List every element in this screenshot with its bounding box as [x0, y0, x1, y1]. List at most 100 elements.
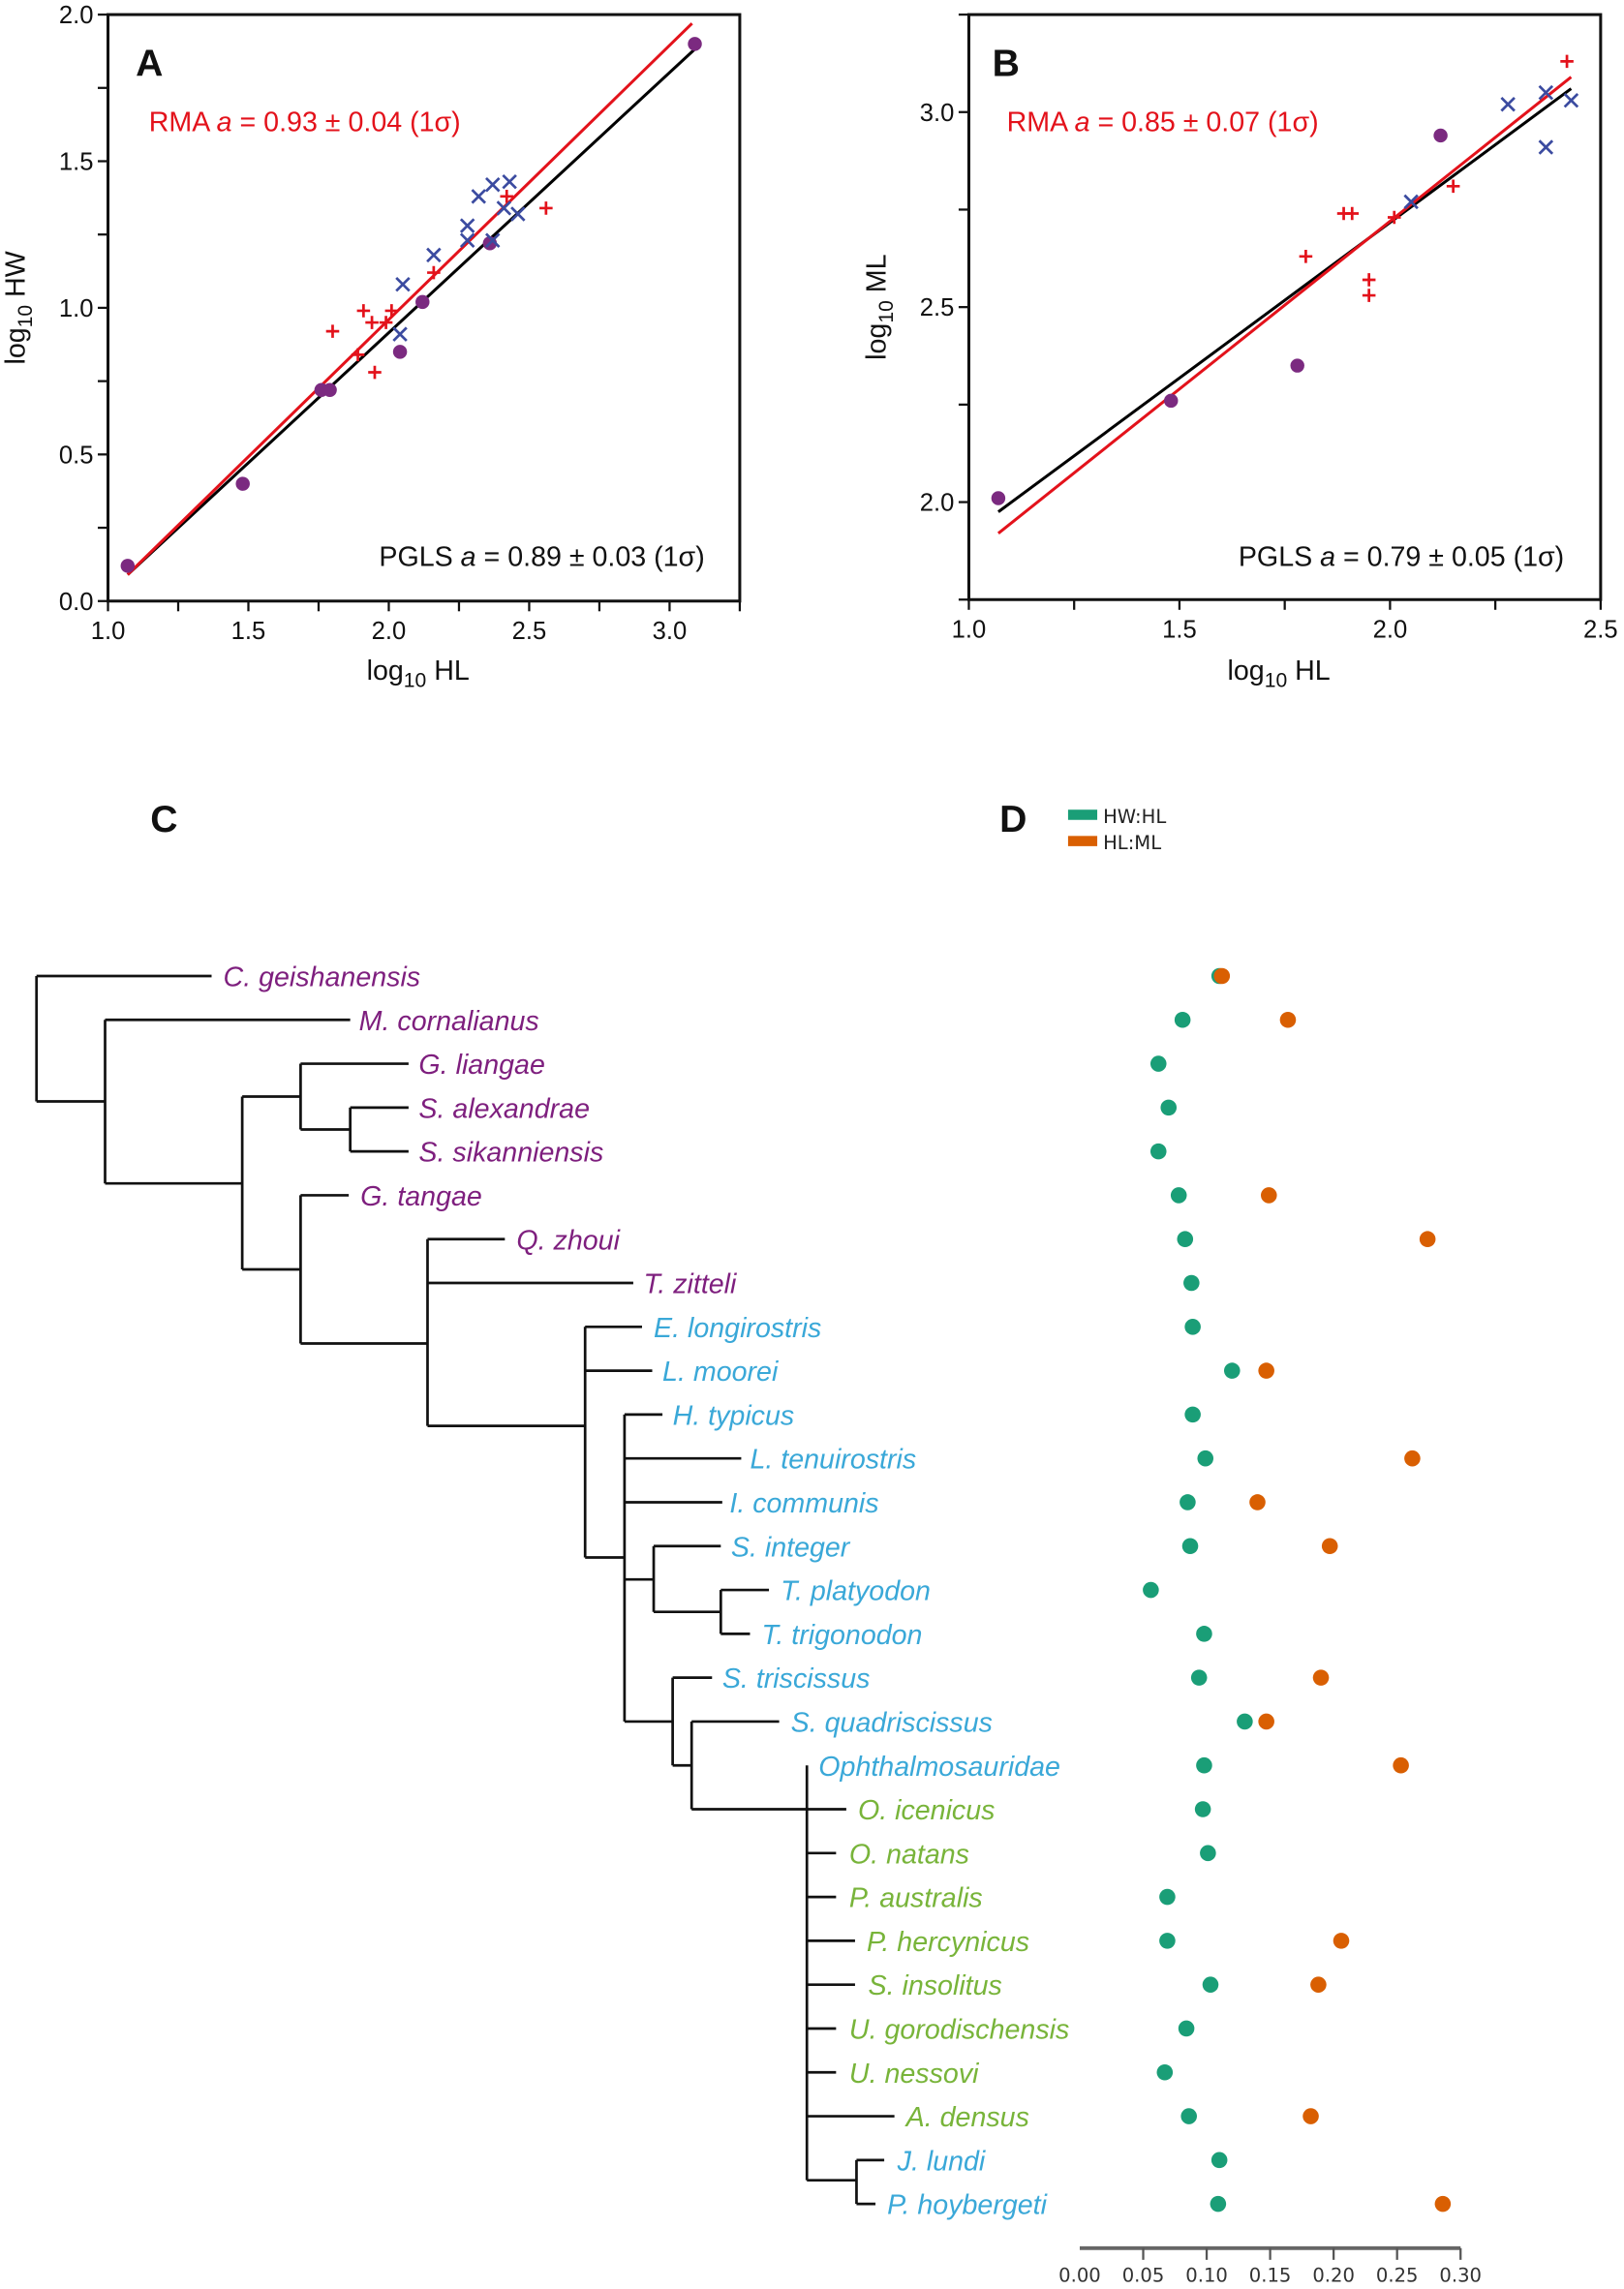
x-axis-title-post: HL	[1287, 656, 1331, 687]
x-tick-label: 2.0	[372, 618, 407, 645]
dot-hw-hl	[1181, 1538, 1199, 1555]
y-tick-label: 2.0	[920, 490, 955, 517]
taxon-label: O. icenicus	[858, 1795, 996, 1826]
dot-hl-ml	[1393, 1756, 1409, 1774]
dot-hw-hl	[1200, 1845, 1216, 1862]
data-point-plus	[1299, 250, 1313, 263]
data-point-cross	[485, 176, 501, 193]
data-point-circle	[235, 476, 250, 491]
data-point-cross	[459, 232, 475, 248]
data-point-plus	[500, 190, 514, 203]
data-point-plus	[1362, 289, 1376, 302]
y-axis-title-pre: log	[862, 323, 893, 360]
data-point-plus	[1446, 179, 1460, 194]
dot-hw-hl	[1174, 1011, 1191, 1028]
x-tick-label: 0.10	[1185, 2264, 1228, 2286]
pgls-annotation-value: = 0.79 ± 0.05 (1σ)	[1335, 542, 1564, 573]
dot-hl-ml	[1249, 1494, 1266, 1511]
data-point-circle	[1164, 393, 1179, 409]
data-point-circle	[1290, 358, 1304, 373]
pgls-line	[997, 87, 1573, 513]
legend-swatch-hl-ml	[1067, 836, 1098, 846]
rma-annotation-var: a	[217, 107, 232, 138]
dot-hw-hl	[1149, 1143, 1167, 1160]
taxon-label: Q. zhoui	[516, 1225, 620, 1256]
data-point-plus	[356, 304, 371, 318]
dot-hw-hl	[1159, 1888, 1176, 1906]
panel-letter-c: C	[150, 799, 177, 840]
y-axis-title-post: HW	[1, 251, 32, 305]
dot-hw-hl	[1196, 1626, 1212, 1642]
taxon-label: M. cornalianus	[359, 1006, 539, 1037]
rma-annotation-value: = 0.85 ± 0.07 (1σ)	[1090, 107, 1319, 138]
data-point-cross	[395, 276, 411, 292]
y-tick-label: 3.0	[920, 100, 955, 127]
panel-d-ratio-dotplot: D HW:HL HL:ML 0.00 0.05 0.10 0.15 0.20 0.25 0.30	[999, 799, 1482, 2287]
dot-hw-hl	[1210, 2152, 1228, 2169]
data-point-plus	[539, 201, 553, 215]
data-point-plus	[384, 304, 399, 318]
dot-hw-hl	[1177, 1231, 1194, 1248]
pgls-annotation-value: = 0.89 ± 0.03 (1σ)	[476, 542, 705, 573]
dot-hl-ml	[1434, 2195, 1452, 2213]
data-point-cross	[510, 206, 526, 222]
taxon-label: G. tangae	[360, 1181, 482, 1212]
dot-hl-ml	[1404, 1450, 1421, 1467]
data-point-plus	[1387, 210, 1401, 225]
dot-hw-hl	[1202, 1976, 1219, 1993]
data-point-plus	[1560, 54, 1574, 69]
dot-hw-hl	[1196, 1756, 1212, 1774]
data-point-cross	[1538, 139, 1554, 155]
data-point-circle	[1433, 128, 1448, 143]
rma-line	[996, 76, 1573, 534]
rma-annotation-var: a	[1075, 107, 1090, 138]
data-point-plus	[325, 324, 340, 338]
data-point-plus	[1345, 206, 1360, 221]
data-point-plus	[427, 265, 441, 280]
x-axis-title-sub: 10	[1265, 670, 1287, 692]
taxon-label: H. typicus	[673, 1400, 795, 1431]
taxon-label: P. australis	[849, 1883, 983, 1914]
taxon-label: T. platyodon	[781, 1576, 931, 1607]
data-point-plus	[365, 316, 379, 329]
y-tick-label: 2.5	[920, 294, 955, 321]
rma-annotation-method: RMA	[1007, 107, 1075, 138]
x-tick-label: 1.5	[1162, 616, 1197, 643]
x-tick-label: 0.20	[1312, 2264, 1355, 2286]
pgls-annotation: PGLS a = 0.79 ± 0.05 (1σ)	[1239, 542, 1564, 573]
taxon-label: S. quadriscissus	[791, 1707, 993, 1738]
taxon-label: S. triscissus	[722, 1663, 871, 1694]
data-point-circle	[991, 491, 1006, 505]
dot-hl-ml	[1261, 1187, 1277, 1204]
taxon-label: T. zitteli	[643, 1269, 737, 1300]
panel-letter: B	[993, 43, 1020, 84]
dot-hw-hl	[1149, 1055, 1167, 1072]
dot-hl-ml	[1258, 1713, 1274, 1730]
dot-hw-hl	[1178, 2020, 1195, 2037]
taxon-label: O. natans	[849, 1839, 969, 1870]
y-axis-title-post: ML	[862, 254, 893, 300]
pgls-annotation-method: PGLS	[1239, 542, 1320, 573]
taxon-label: U. nessovi	[849, 2059, 979, 2090]
dot-hw-hl	[1210, 2195, 1227, 2213]
y-axis-title: log10 ML	[862, 254, 899, 359]
rma-annotation: RMA a = 0.93 ± 0.04 (1σ)	[149, 107, 461, 138]
dot-hw-hl	[1143, 1581, 1159, 1599]
data-point-cross	[426, 247, 442, 263]
dot-hw-hl	[1160, 1099, 1178, 1116]
data-point-circle	[120, 559, 136, 573]
pgls-annotation-var: a	[1320, 542, 1335, 573]
taxon-label: J. lundi	[897, 2146, 986, 2177]
dot-hl-ml	[1279, 1011, 1297, 1028]
taxon-label: L. tenuirostris	[750, 1445, 916, 1476]
data-point-cross	[485, 232, 501, 248]
x-axis-title-pre: log	[1228, 656, 1265, 687]
legend-label: HW:HL	[1103, 806, 1166, 828]
dot-hw-hl	[1156, 2063, 1174, 2081]
dot-hl-ml	[1310, 1976, 1327, 1993]
y-axis-title-sub: 10	[875, 300, 898, 322]
x-tick-label: 0.05	[1122, 2264, 1165, 2286]
x-tick-label: 0.00	[1058, 2264, 1101, 2286]
